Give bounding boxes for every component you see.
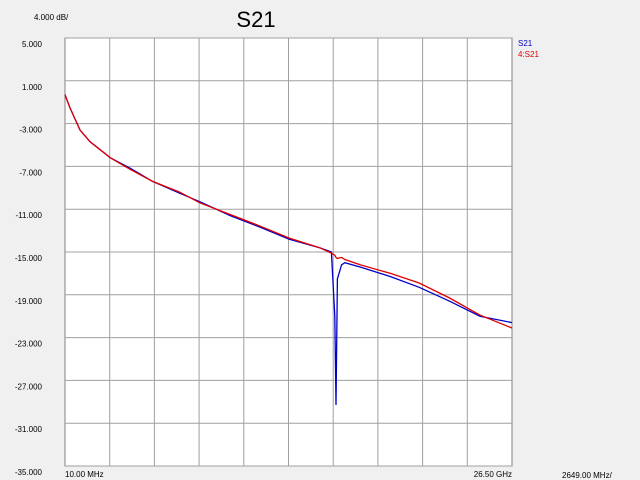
x-tick-label: 26.50 GHz: [474, 470, 512, 479]
legend-entry: S21: [518, 39, 533, 48]
y-tick-label: 1.000: [22, 83, 43, 92]
y-tick-label: -3.000: [19, 126, 42, 135]
y-tick-label: -15.000: [15, 254, 43, 263]
chart-title: S21: [236, 7, 275, 32]
y-tick-label: -31.000: [15, 425, 43, 434]
x-tick-label: 10.00 MHz: [65, 470, 104, 479]
y-tick-label: -11.000: [15, 211, 42, 220]
y-tick-label: -19.000: [15, 297, 43, 306]
y-tick-label: 5.000: [22, 40, 43, 49]
y-tick-label: -23.000: [15, 340, 43, 349]
x-scale-label: 2649.00 MHz/: [562, 471, 613, 480]
trace-line: [64, 94, 513, 329]
y-tick-label: -35.000: [15, 468, 43, 477]
y-tick-label: -7.000: [19, 168, 42, 177]
legend-entry: 4:S21: [518, 50, 539, 59]
y-tick-label: -27.000: [15, 382, 43, 391]
scale-label: 4.000 dB/: [34, 13, 69, 22]
